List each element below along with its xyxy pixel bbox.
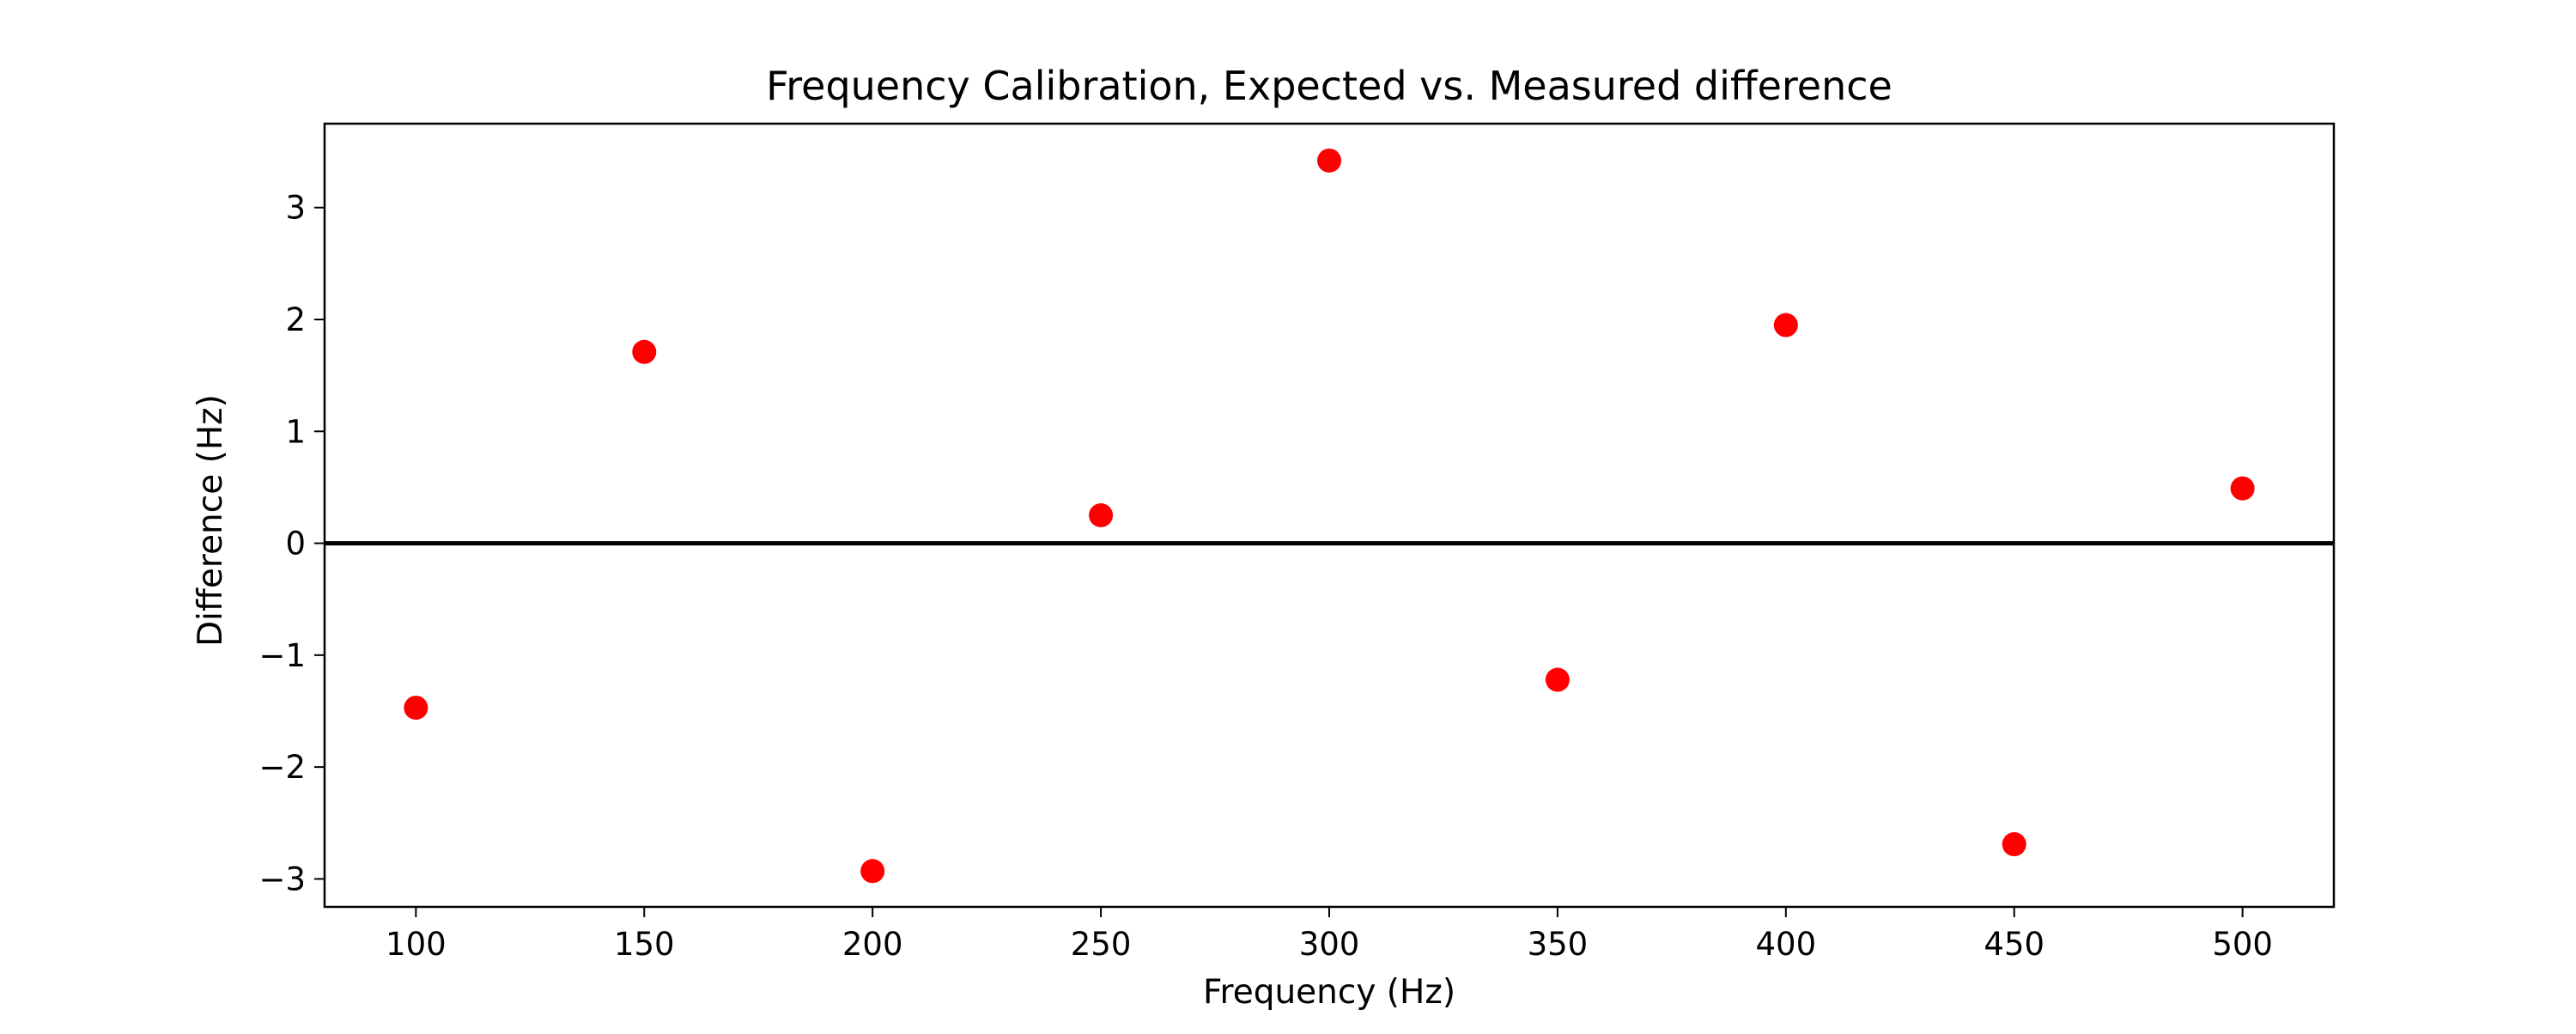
y-axis-label: Difference (Hz) [191,394,230,647]
y-tick-label: −2 [258,749,306,786]
y-tick-label: −1 [258,637,306,674]
axes-frame [323,122,2336,909]
y-tick-label: 3 [285,190,306,227]
plot-area: 100 150 200 250 300 350 400 450 500 −3 −2 −1 0 1 2 3 [258,122,2336,963]
x-tick-label: 350 [1528,926,1589,963]
y-tick-label: 0 [285,526,306,563]
x-tick-label: 500 [2212,926,2273,963]
y-tick-label: −3 [258,861,306,897]
x-tick-label: 150 [614,926,675,963]
x-tick-label: 400 [1756,926,1817,963]
x-tick-label: 450 [1984,926,2044,963]
x-axis-label: Frequency (Hz) [1203,973,1455,1012]
x-tick-label: 250 [1071,926,1132,963]
x-tick-label: 200 [842,926,903,963]
y-tick-label: 2 [285,301,306,338]
x-tick-label: 100 [386,926,447,963]
data-point [404,696,428,721]
data-point [632,339,657,364]
data-point [2230,476,2255,501]
data-point [860,859,885,884]
data-point [1773,313,1798,338]
data-point [1089,503,1114,527]
data-point [2002,832,2026,857]
y-tick-label: 1 [285,413,306,450]
data-point [1545,667,1570,692]
chart-title: Frequency Calibration, Expected vs. Meas… [766,63,1893,109]
x-tick-label: 300 [1299,926,1360,963]
data-point [1317,148,1341,173]
